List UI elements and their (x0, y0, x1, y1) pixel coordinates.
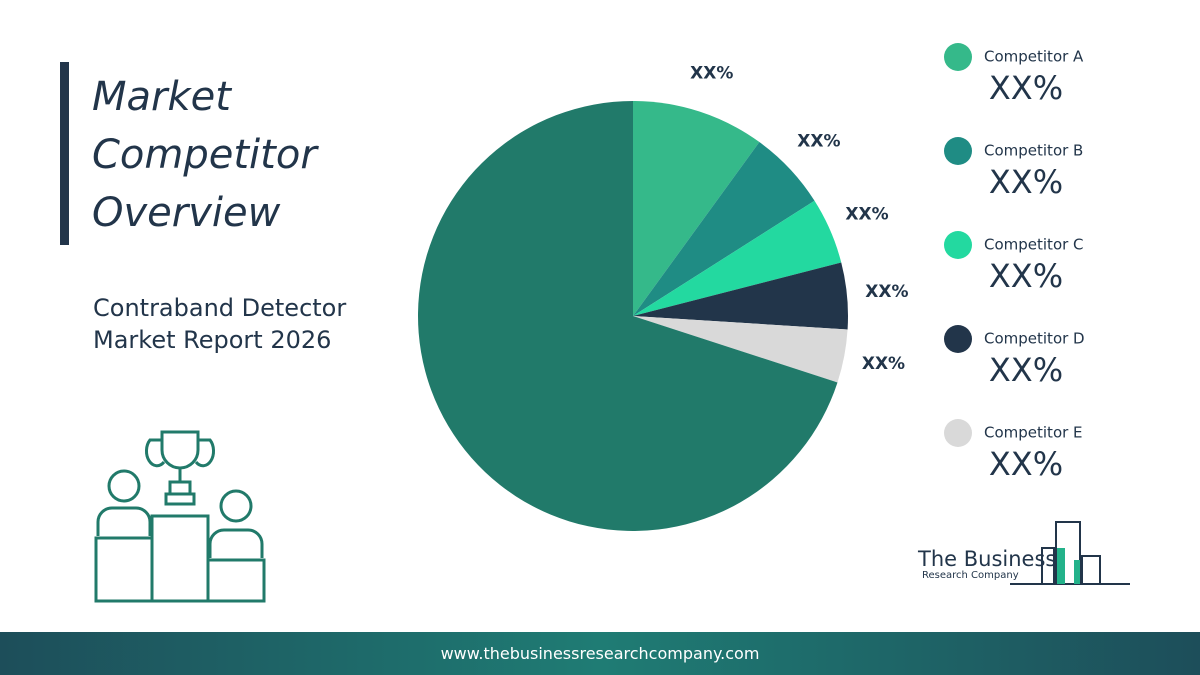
footer-url: www.thebusinessresearchcompany.com (0, 632, 1200, 675)
legend-value: XX% (989, 69, 1063, 107)
legend-swatch (944, 137, 972, 165)
legend-swatch (944, 43, 972, 71)
legend-swatch (944, 419, 972, 447)
legend-value: XX% (989, 445, 1063, 483)
logo-icon (1010, 521, 1130, 585)
legend-value: XX% (989, 257, 1063, 295)
logo-subname: Research Company (922, 570, 1019, 581)
legend-swatch (944, 231, 972, 259)
legend-value: XX% (989, 163, 1063, 201)
pie-slice (633, 316, 848, 383)
pie-slice (633, 262, 848, 330)
legend-label: Competitor E (984, 424, 1083, 442)
title-accent (60, 62, 69, 245)
podium-icon (94, 430, 266, 603)
chart-title: Market Competitor Overview (92, 74, 317, 236)
pie-slice (633, 142, 815, 316)
data-label: XX% (865, 282, 908, 302)
legend-label: Competitor B (984, 142, 1083, 160)
data-label: XX% (862, 354, 905, 374)
legend-label: Competitor D (984, 330, 1085, 348)
data-label: XX% (845, 205, 888, 225)
chart: The Business Research Company XX% XX% XX% X… (94, 43, 1130, 603)
pie-slice (633, 101, 760, 316)
pie-slice (633, 200, 842, 316)
legend-value: XX% (989, 351, 1063, 389)
legend-label: Competitor C (984, 236, 1084, 254)
legend-swatch (944, 325, 972, 353)
data-label: XX% (797, 131, 840, 151)
legend-label: Competitor A (984, 48, 1084, 66)
logo-name: The Business (917, 547, 1056, 571)
data-label: XX% (690, 63, 733, 83)
subtitle: Contraband Detector Market Report 2026 (93, 294, 347, 354)
pie-slice (418, 101, 838, 531)
